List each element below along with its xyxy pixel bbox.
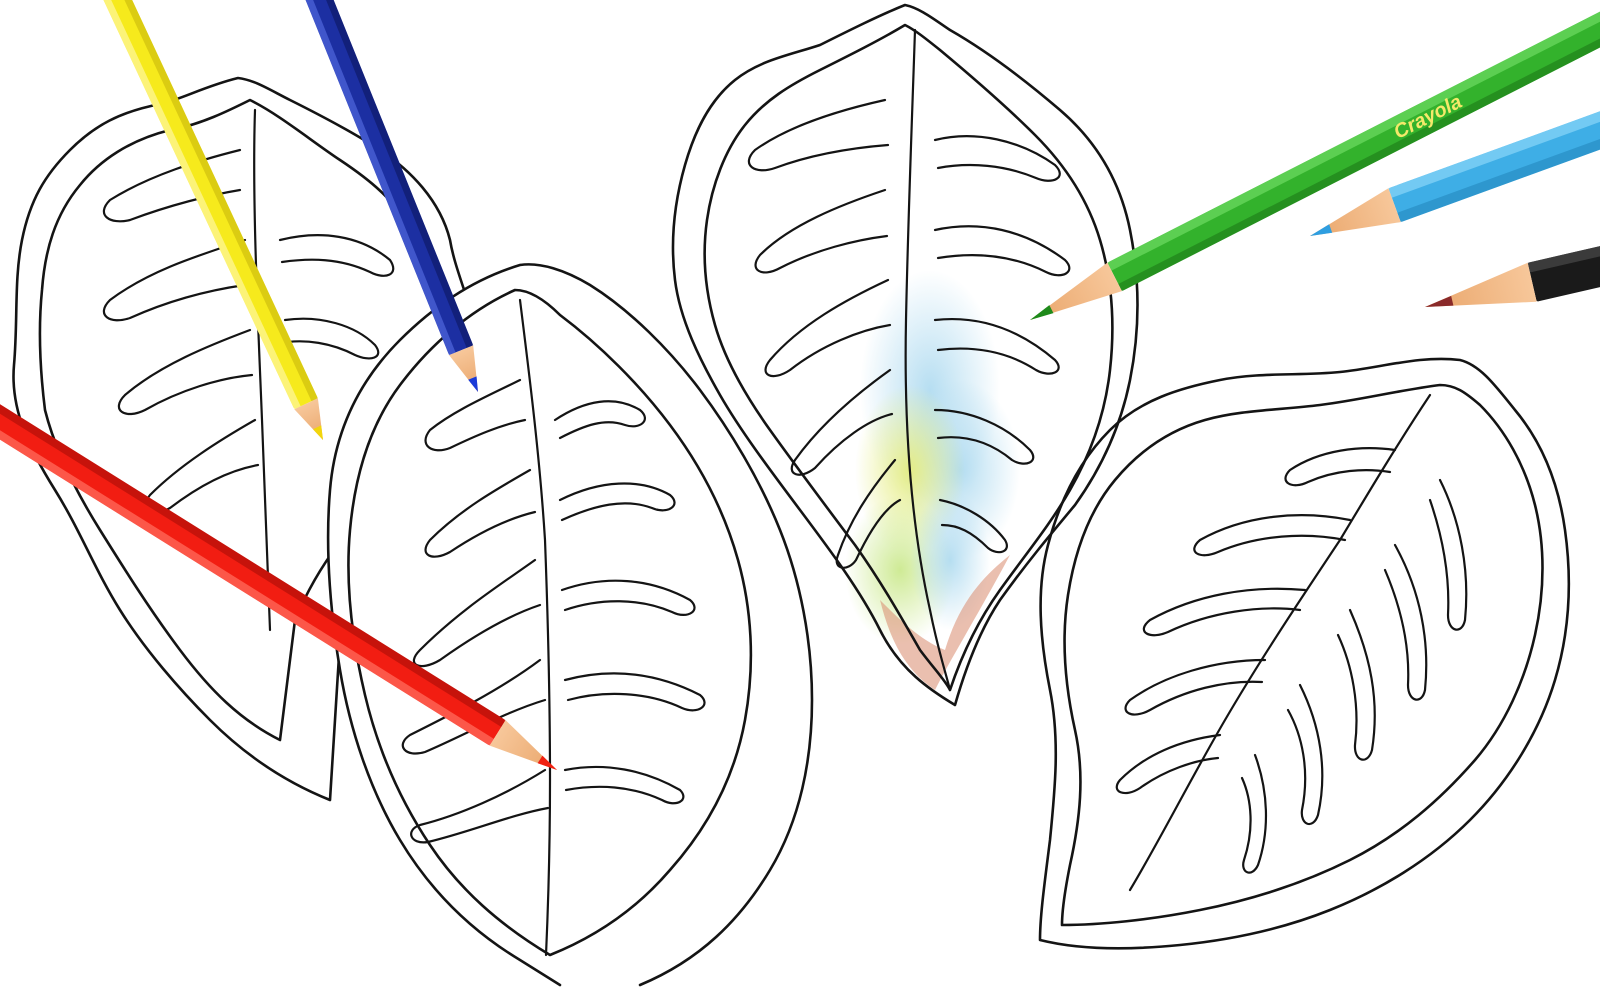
- leaf-top-left-lobes-right: [278, 234, 395, 360]
- light-blue-pencil[interactable]: [1304, 51, 1600, 252]
- leaf-right: [1038, 357, 1571, 950]
- leaf-top-left-lobes-left: [102, 148, 260, 514]
- leaf-right-lobes-lower: [1240, 478, 1468, 874]
- leaf-bottom-left-lobes-right: [553, 400, 706, 805]
- leaf-bottom-left-midrib: [518, 298, 552, 957]
- blue-pencil[interactable]: [254, 0, 490, 397]
- leaf-center: [671, 3, 1139, 707]
- yellow-pencil[interactable]: [74, 0, 335, 445]
- leaf-right-lobes-upper: [1115, 447, 1397, 795]
- leaf-bottom-left-lobes-left: [401, 378, 550, 844]
- leaf-top-left-midrib: [253, 108, 272, 632]
- black-pencil[interactable]: [1421, 195, 1600, 326]
- green-pencil[interactable]: Crayola: [1023, 8, 1600, 334]
- leaf-center-midrib: [904, 28, 952, 692]
- leaf-right-outer-outline: [1038, 357, 1571, 950]
- leaf-bottom-left-fill: [328, 264, 812, 985]
- leaf-center-lobes-left: [747, 98, 902, 569]
- leaf-right-inner-outline: [1060, 383, 1544, 927]
- leaf-right-midrib: [1128, 393, 1432, 892]
- leaf-bottom-left: [326, 263, 814, 987]
- red-pencil[interactable]: [0, 349, 565, 782]
- leaf-top-left-outer-outline: [12, 76, 483, 802]
- leaf-center-inner-outline: [703, 23, 1114, 692]
- leaf-bottom-left-inner-outline: [347, 288, 753, 957]
- leaf-center-lobes-right: [933, 135, 1071, 554]
- center-leaf-red-tip-shading: [880, 555, 1010, 690]
- leaf-center-outer-outline: [671, 3, 1139, 707]
- leaf-bottom-left-outer-outline: [326, 263, 814, 987]
